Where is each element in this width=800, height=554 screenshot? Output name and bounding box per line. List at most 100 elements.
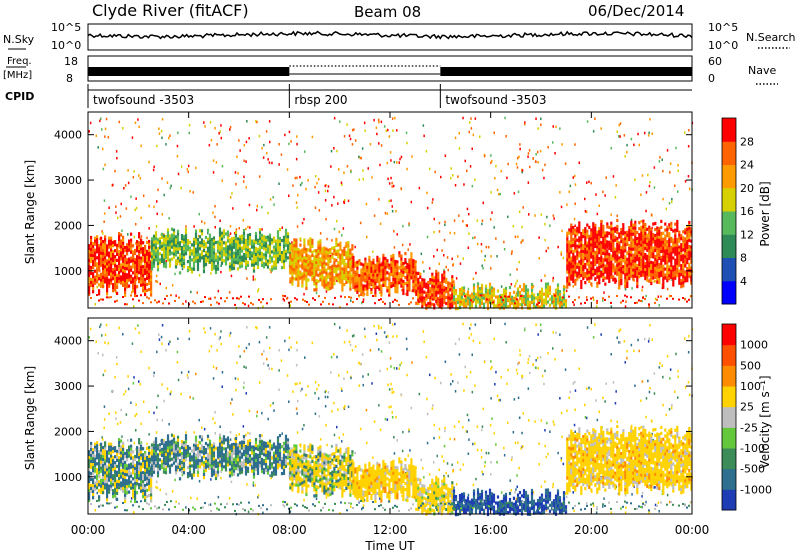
power-feature-6: [680, 252, 683, 256]
power-feature-3: [384, 271, 387, 276]
power-feature-4: [419, 281, 422, 285]
power-feature-2: [303, 271, 306, 275]
power-scatter: [538, 257, 540, 260]
power-feature-6: [628, 235, 631, 239]
power-feature-0: [112, 253, 115, 257]
power-scatter: [647, 173, 649, 177]
power-feature-6: [686, 243, 689, 247]
power-feature-0: [138, 280, 141, 284]
power-feature-2: [315, 249, 318, 253]
power-feature-1: [212, 236, 216, 240]
power-feature-1: [198, 244, 202, 248]
nave-label: Nave: [748, 64, 776, 77]
power-feature-2: [317, 279, 320, 283]
power-feature-6: [566, 270, 569, 274]
power-ground-scatter: [460, 301, 462, 304]
power-feature-1: [212, 242, 216, 246]
power-feature-6: [624, 276, 627, 280]
power-feature-6: [602, 260, 605, 264]
power-scatter: [585, 210, 588, 214]
power-feature-3: [394, 262, 397, 267]
power-scatter: [496, 255, 498, 258]
power-feature-0: [122, 235, 125, 239]
power-feature-1: [266, 238, 270, 242]
power-feature-1: [224, 232, 228, 236]
power-scatter: [510, 252, 513, 255]
power-scatter: [590, 181, 592, 185]
velocity-scatter: [161, 324, 164, 327]
power-feature-5: [528, 294, 532, 298]
power-scatter: [189, 190, 191, 193]
power-feature-6: [608, 240, 611, 244]
power-feature-2: [343, 262, 346, 266]
power-feature-1: [232, 254, 236, 258]
power-scatter: [465, 224, 468, 227]
power-feature-3: [382, 265, 385, 269]
power-scatter: [595, 193, 597, 196]
power-feature-2: [337, 276, 340, 280]
power-feature-0: [94, 239, 97, 243]
power-scatter: [317, 178, 320, 181]
power-feature-6: [612, 251, 615, 255]
power-feature-5: [554, 300, 558, 304]
power-feature-6: [658, 268, 661, 273]
power-feature-0: [130, 274, 133, 278]
power-feature-1: [194, 259, 198, 263]
power-scatter: [343, 171, 345, 174]
power-scatter: [547, 146, 549, 149]
power-feature-4: [427, 304, 430, 309]
power-feature-2: [341, 252, 344, 256]
velocity-scatter: [291, 447, 293, 450]
power-feature-6: [600, 261, 603, 266]
power-feature-1: [240, 249, 244, 253]
power-feature-6: [582, 232, 585, 236]
power-scatter: [491, 159, 493, 163]
power-feature-6: [624, 261, 627, 265]
power-scatter: [214, 127, 216, 130]
power-feature-5: [462, 289, 466, 293]
power-feature-1: [228, 265, 232, 269]
power-scatter: [602, 190, 604, 194]
power-feature-4: [419, 290, 422, 294]
velocity-scatter: [394, 322, 396, 326]
power-scatter: [163, 233, 165, 236]
power-feature-6: [648, 249, 651, 253]
velocity-scatter: [388, 341, 391, 344]
power-feature-4: [425, 282, 428, 286]
power-feature-2: [315, 258, 318, 262]
power-feature-6: [582, 253, 585, 257]
power-feature-1: [168, 240, 172, 244]
power-feature-6: [674, 249, 677, 253]
power-scatter: [651, 132, 653, 135]
power-scatter: [666, 225, 668, 229]
power-feature-6: [602, 275, 605, 279]
power-feature-3: [388, 275, 391, 279]
power-feature-0: [126, 258, 129, 262]
power-feature-1: [206, 255, 210, 259]
velocity-scatter: [315, 497, 318, 501]
power-feature-0: [132, 277, 135, 281]
power-feature-6: [672, 247, 675, 251]
power-feature-6: [580, 249, 583, 254]
power-feature-1: [152, 243, 156, 247]
power-scatter: [500, 169, 502, 173]
velocity-scatter: [481, 470, 483, 473]
power-feature-4: [419, 299, 422, 303]
power-feature-3: [368, 258, 371, 262]
power-scatter: [615, 184, 617, 187]
velocity-scatter: [187, 376, 189, 380]
power-feature-3: [394, 286, 397, 291]
velocity-scatter: [422, 330, 425, 333]
power-ground-scatter: [110, 296, 112, 299]
power-feature-6: [602, 251, 605, 255]
power-feature-6: [576, 238, 579, 242]
power-feature-2: [293, 262, 296, 266]
power-scatter: [433, 230, 435, 234]
power-feature-5: [544, 285, 548, 289]
power-feature-6: [634, 226, 637, 230]
power-scatter: [358, 178, 361, 181]
power-feature-6: [612, 245, 615, 249]
power-scatter: [269, 198, 272, 201]
power-feature-1: [210, 258, 214, 263]
power-scatter: [483, 154, 486, 158]
